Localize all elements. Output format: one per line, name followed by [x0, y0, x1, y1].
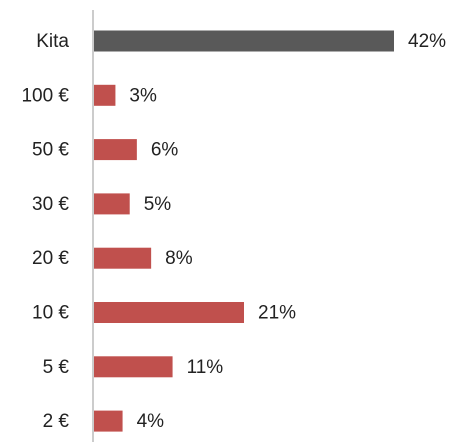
category-label: Kita	[36, 31, 69, 52]
value-label: 42%	[408, 31, 446, 52]
value-label: 11%	[187, 357, 224, 378]
value-label: 4%	[137, 411, 165, 432]
category-label: 30 €	[32, 194, 69, 215]
bar	[94, 302, 244, 323]
value-label: 8%	[165, 248, 193, 269]
category-label: 2 €	[43, 411, 70, 432]
value-label: 5%	[144, 194, 172, 215]
bar	[94, 139, 137, 161]
category-label: 50 €	[32, 140, 69, 161]
bar	[94, 30, 394, 52]
category-label: 5 €	[43, 357, 70, 378]
category-label: 100 €	[21, 85, 69, 106]
bar	[94, 247, 152, 269]
category-label: 20 €	[32, 248, 69, 269]
bar	[94, 84, 116, 106]
value-label: 3%	[129, 85, 157, 106]
bar	[94, 193, 130, 215]
category-label: 10 €	[32, 303, 69, 324]
value-label: 21%	[258, 303, 296, 324]
value-label: 6%	[151, 140, 179, 161]
bar	[94, 356, 173, 378]
bar	[94, 410, 123, 432]
